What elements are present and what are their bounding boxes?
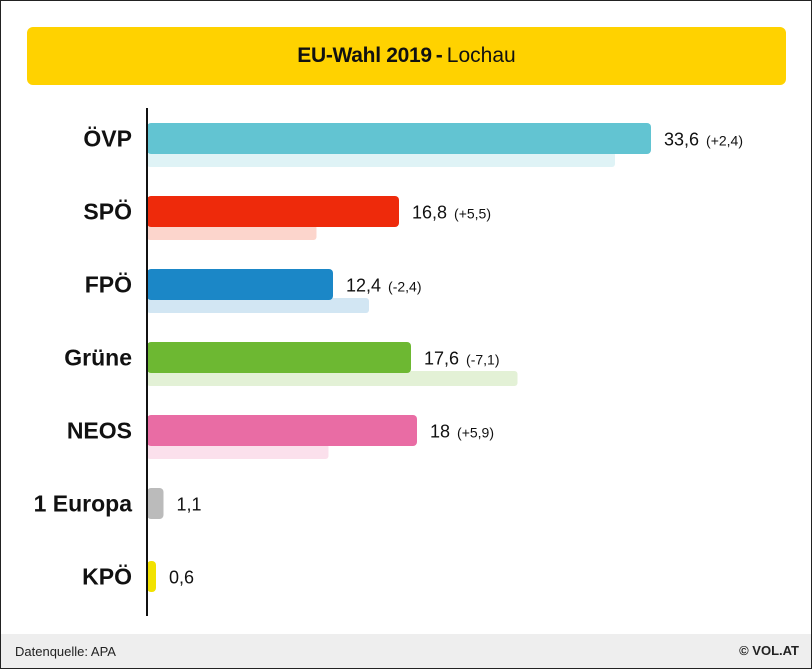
previous-bar-fpo: [147, 298, 369, 313]
change-text-neos: (+5,9): [457, 425, 494, 441]
previous-bar-neos: [147, 444, 329, 459]
value-label-1-europa: 1,1: [177, 495, 202, 515]
value-label-fpo: 12,4 (-2,4): [346, 276, 422, 296]
category-label-fpo: FPÖ: [85, 272, 132, 298]
previous-bar-spo: [147, 225, 317, 240]
category-label-grune: Grüne: [64, 345, 132, 371]
value-text-fpo: 12,4: [346, 276, 381, 296]
previous-bar-ovp: [147, 152, 615, 167]
category-label-kpo: KPÖ: [82, 564, 132, 590]
change-text-spo: (+5,5): [454, 206, 491, 222]
category-label-spo: SPÖ: [83, 199, 132, 225]
title-separator: -: [435, 44, 443, 67]
chart-title: EU-Wahl 2019: [297, 44, 432, 67]
value-label-ovp: 33,6 (+2,4): [664, 130, 743, 150]
value-label-neos: 18 (+5,9): [430, 422, 494, 442]
value-text-1-europa: 1,1: [177, 495, 202, 515]
change-text-ovp: (+2,4): [706, 133, 743, 149]
bar-ovp: [147, 123, 651, 154]
brand-credit: © VOL.AT: [739, 643, 799, 658]
previous-bar-grune: [147, 371, 518, 386]
bar-fpo: [147, 269, 333, 300]
category-label-neos: NEOS: [67, 418, 132, 444]
category-label-ovp: ÖVP: [83, 126, 132, 152]
chart-subtitle: Lochau: [446, 44, 516, 67]
bar-spo: [147, 196, 399, 227]
value-label-spo: 16,8 (+5,5): [412, 203, 491, 223]
value-text-kpo: 0,6: [169, 568, 194, 588]
bar-grune: [147, 342, 411, 373]
value-text-ovp: 33,6: [664, 130, 699, 150]
category-label-1-europa: 1 Europa: [34, 491, 133, 517]
value-label-kpo: 0,6: [169, 568, 194, 588]
data-source: Datenquelle: APA: [15, 644, 116, 659]
change-text-grune: (-7,1): [466, 352, 499, 368]
title-bar: EU-Wahl 2019 - Lochau: [27, 27, 786, 85]
bar-neos: [147, 415, 417, 446]
change-text-fpo: (-2,4): [388, 279, 421, 295]
value-label-grune: 17,6 (-7,1): [424, 349, 500, 369]
value-text-spo: 16,8: [412, 203, 447, 223]
bar-kpo: [147, 561, 156, 592]
footer: Datenquelle: APA © VOL.AT: [1, 634, 811, 668]
value-text-grune: 17,6: [424, 349, 459, 369]
bar-1-europa: [147, 488, 164, 519]
value-text-neos: 18: [430, 422, 450, 442]
